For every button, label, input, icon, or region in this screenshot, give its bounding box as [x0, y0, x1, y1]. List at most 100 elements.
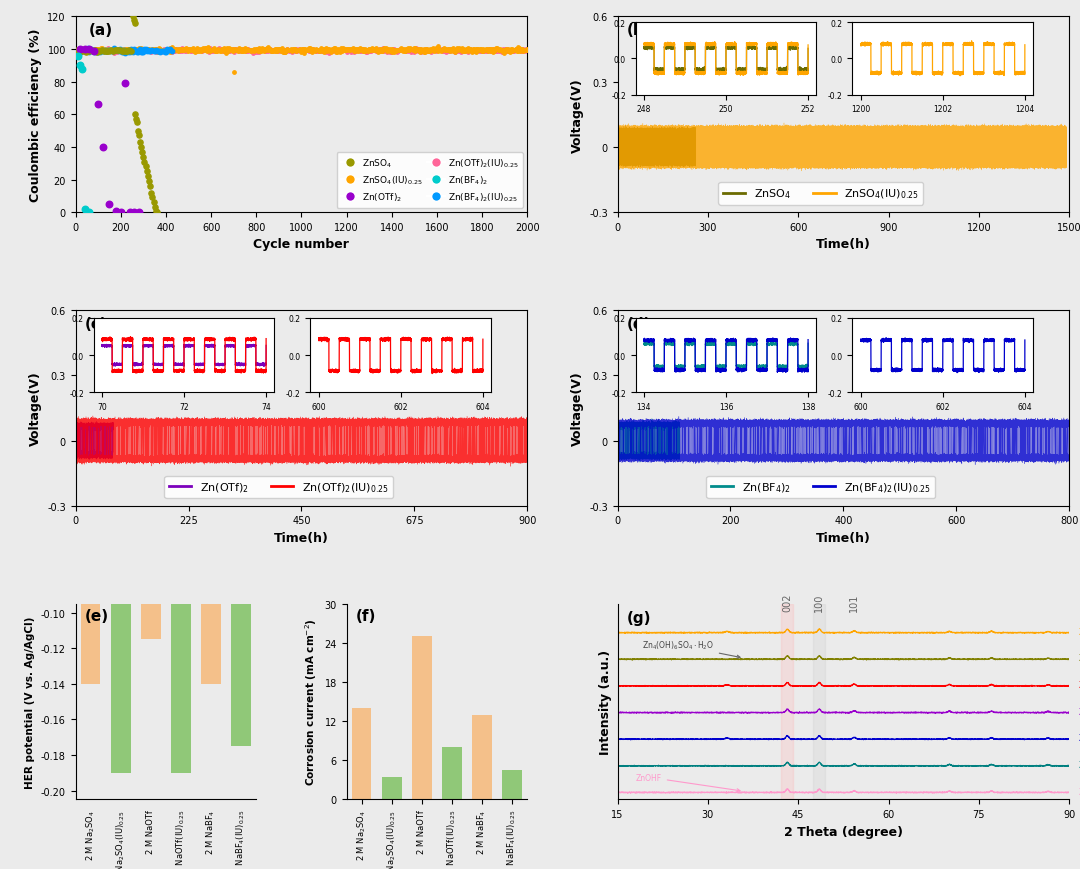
- Point: [232, 44, 249, 58]
- Point: [333, 43, 350, 56]
- Point: [245, 44, 262, 58]
- Point: [288, 43, 306, 57]
- Point: [328, 44, 346, 58]
- Point: [392, 43, 409, 57]
- Point: [353, 43, 370, 57]
- Point: [312, 44, 329, 58]
- Point: [151, 46, 168, 60]
- Point: [433, 43, 450, 56]
- Point: [187, 44, 204, 58]
- Point: [512, 44, 529, 58]
- Point: [272, 43, 289, 57]
- Point: [458, 44, 475, 58]
- Point: [93, 44, 110, 58]
- Point: [160, 43, 177, 56]
- Point: [472, 44, 489, 58]
- Point: [404, 45, 421, 59]
- Point: [355, 44, 373, 58]
- Point: [110, 44, 127, 58]
- Point: [430, 40, 447, 54]
- Point: [513, 43, 530, 57]
- Point: [122, 43, 139, 56]
- Point: [110, 44, 127, 58]
- Text: Zn(BF$_4$)$_2$: Zn(BF$_4$)$_2$: [1078, 759, 1080, 771]
- Point: [229, 43, 246, 57]
- Point: [81, 206, 98, 220]
- Point: [473, 43, 490, 57]
- Point: [95, 45, 112, 59]
- Point: [316, 43, 334, 56]
- Point: [508, 43, 525, 57]
- Point: [220, 42, 238, 56]
- Point: [73, 44, 91, 58]
- Point: [305, 43, 322, 56]
- Point: [73, 45, 91, 59]
- Point: [87, 46, 105, 60]
- Point: [271, 43, 288, 57]
- Point: [226, 43, 243, 56]
- Point: [158, 43, 175, 57]
- Y-axis label: Voltage(V): Voltage(V): [28, 371, 41, 446]
- Point: [377, 43, 394, 56]
- Point: [293, 44, 310, 58]
- Point: [132, 43, 149, 56]
- Point: [179, 44, 197, 58]
- Point: [222, 44, 240, 58]
- Point: [311, 45, 328, 59]
- Point: [435, 45, 453, 59]
- Point: [207, 44, 225, 58]
- Point: [280, 43, 297, 57]
- Point: [84, 43, 102, 57]
- Point: [336, 43, 353, 57]
- Point: [119, 46, 136, 60]
- Point: [426, 44, 443, 58]
- Point: [218, 45, 235, 59]
- Point: [443, 43, 460, 56]
- Point: [161, 43, 178, 57]
- Point: [152, 45, 170, 59]
- Bar: [413, 636, 432, 799]
- Point: [143, 46, 160, 60]
- Point: [360, 44, 377, 58]
- Point: [135, 44, 152, 58]
- Point: [243, 44, 260, 58]
- Point: [82, 44, 99, 58]
- Point: [110, 45, 127, 59]
- Point: [450, 43, 468, 57]
- Point: [324, 43, 341, 57]
- Point: [191, 43, 208, 56]
- Point: [119, 45, 136, 59]
- Point: [325, 44, 342, 58]
- Point: [376, 43, 393, 56]
- Point: [95, 44, 112, 58]
- Point: [471, 43, 488, 57]
- Point: [440, 43, 457, 56]
- Point: [463, 44, 481, 58]
- Point: [227, 43, 244, 56]
- Point: [449, 43, 467, 56]
- Point: [366, 44, 383, 58]
- Point: [461, 43, 478, 56]
- Point: [327, 46, 345, 60]
- Point: [266, 44, 283, 58]
- Point: [280, 43, 297, 57]
- Point: [298, 44, 315, 58]
- Point: [401, 44, 418, 58]
- Point: [260, 43, 278, 57]
- Point: [100, 43, 118, 57]
- Point: [380, 44, 397, 58]
- Point: [337, 44, 354, 58]
- Point: [129, 43, 146, 57]
- Point: [117, 43, 134, 57]
- Point: [513, 45, 530, 59]
- Point: [321, 44, 338, 58]
- Point: [144, 191, 161, 205]
- Point: [312, 45, 329, 59]
- Point: [89, 46, 106, 60]
- Point: [70, 44, 87, 58]
- Point: [72, 45, 90, 59]
- Point: [77, 43, 94, 57]
- Point: [464, 43, 482, 56]
- Point: [379, 43, 396, 57]
- Point: [139, 170, 157, 184]
